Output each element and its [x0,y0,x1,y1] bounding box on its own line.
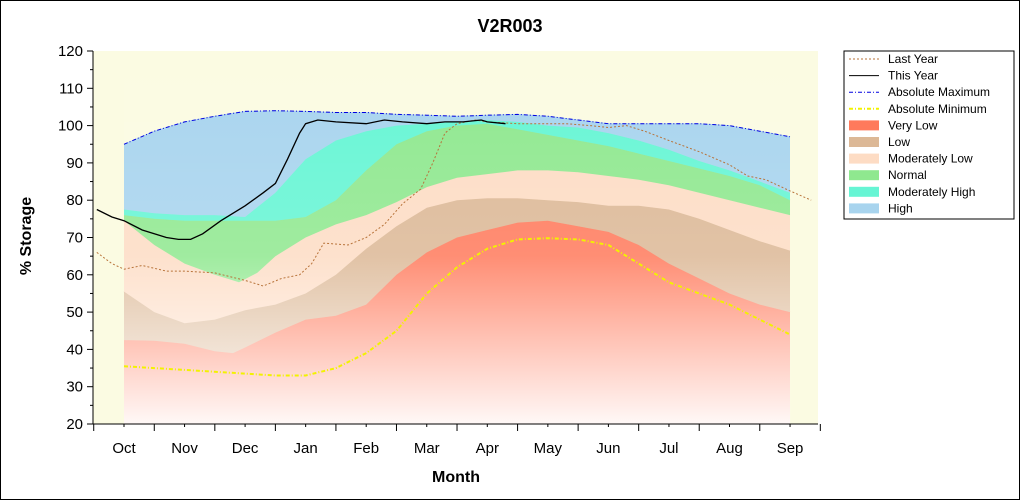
legend-swatch [849,137,879,147]
y-axis-title: % Storage [18,197,35,275]
chart-title: V2R003 [477,16,542,36]
legend-label: Moderately High [888,185,975,199]
y-tick-label: 100 [58,118,83,135]
legend-swatch [849,186,879,197]
x-tick-label: Dec [232,440,259,457]
series-last-year [96,119,812,287]
x-tick-label: Mar [414,440,440,457]
series-absolute-maximum [123,110,791,145]
series-lines [96,110,812,377]
legend-label: Normal [888,168,927,182]
legend-label: This Year [888,69,938,83]
legend-item-moderately-high: Moderately High [849,185,975,199]
legend-item-absolute-maximum: Absolute Maximum [849,85,990,99]
y-tick-label: 120 [58,43,83,60]
x-tick-label: Jul [659,440,678,457]
series-absolute-minimum [123,237,791,377]
legend: Last Year This Year Absolute Maximum Absolu… [843,50,1015,220]
legend-swatch [849,170,879,181]
legend-item-very-low: Very Low [849,118,938,132]
y-tick-label: 20 [66,416,83,433]
y-tick-label: 40 [66,341,83,358]
x-tick-label: Aug [716,440,743,457]
series-this-year [96,119,506,241]
y-tick-label: 80 [66,192,83,209]
x-tick-label: May [534,440,563,457]
y-tick-label: 60 [66,267,83,284]
y-tick-label: 30 [66,379,83,396]
legend-swatch [849,203,879,214]
x-tick-label: Sep [777,440,804,457]
axes: 20 30 40 50 60 70 80 90 100 110 120 Oct Nov Dec Jan Feb… [58,43,821,457]
band-fade-overlay [124,51,791,424]
legend-label: Absolute Minimum [888,102,987,116]
legend-label: Low [888,135,910,149]
legend-label: Very Low [888,118,938,132]
x-tick-label: Feb [353,440,379,457]
legend-label: Last Year [888,52,938,66]
legend-label: Absolute Maximum [888,85,990,99]
legend-label: High [888,201,913,215]
legend-item-last-year: Last Year [849,52,938,66]
x-axis-title: Month [432,469,480,486]
y-tick-label: 50 [66,304,83,321]
legend-item-this-year: This Year [849,69,938,83]
x-tick-label: Apr [476,440,499,457]
legend-label: Moderately Low [888,152,973,166]
y-tick-label: 110 [59,80,83,97]
x-tick-label: Oct [112,440,136,457]
legend-item-low: Low [849,135,910,149]
x-tick-label: Jun [596,440,620,457]
legend-item-high: High [849,201,913,215]
legend-swatch [849,120,879,131]
x-tick-label: Jan [294,440,318,457]
y-tick-label: 70 [66,230,83,247]
y-tick-label: 90 [66,155,83,172]
legend-swatch [849,153,879,164]
legend-item-moderately-low: Moderately Low [849,152,973,166]
x-tick-label: Nov [171,440,198,457]
legend-item-normal: Normal [849,168,927,182]
legend-item-absolute-minimum: Absolute Minimum [849,102,987,116]
